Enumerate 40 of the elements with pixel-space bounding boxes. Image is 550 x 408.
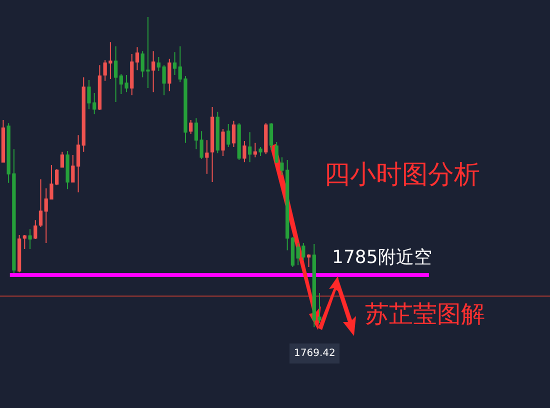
candlestick	[210, 106, 214, 182]
candlestick	[82, 76, 86, 152]
candlestick	[172, 52, 177, 76]
candlestick	[248, 132, 252, 163]
candlestick	[306, 254, 311, 268]
text: 四小时图分析	[324, 160, 480, 190]
candlestick	[114, 46, 118, 102]
candlestick	[1, 119, 6, 163]
candlestick	[258, 146, 262, 156]
candlestick	[71, 154, 75, 182]
candlestick	[168, 58, 172, 92]
candlestick	[34, 220, 38, 240]
candlestick	[232, 120, 236, 148]
candlestick	[226, 124, 230, 148]
candlestick	[130, 53, 134, 96]
candlestick	[194, 118, 198, 150]
candlestick	[189, 119, 193, 134]
candlestick	[152, 50, 156, 93]
candlestick	[66, 150, 70, 190]
candlestick	[22, 234, 26, 250]
candlestick	[200, 130, 204, 160]
candlestick	[98, 64, 102, 111]
candlestick	[38, 178, 43, 228]
candlestick	[253, 142, 257, 158]
candlestick	[76, 134, 80, 193]
candlestick	[242, 140, 246, 163]
ref-line-label: 1785附近空	[332, 247, 432, 268]
candlestick	[216, 111, 220, 154]
candlestick	[269, 122, 274, 151]
text: 苏芷莹图解	[365, 300, 485, 328]
candlestick	[28, 228, 32, 250]
candlestick	[274, 141, 278, 164]
candlestick	[17, 234, 22, 273]
candlestick	[264, 122, 268, 155]
candlestick	[237, 122, 241, 160]
candlestick	[60, 151, 64, 168]
candlestick	[205, 140, 209, 174]
annotation: 1769.42	[294, 348, 336, 359]
candlestick	[135, 46, 140, 71]
candlestick	[221, 128, 225, 156]
